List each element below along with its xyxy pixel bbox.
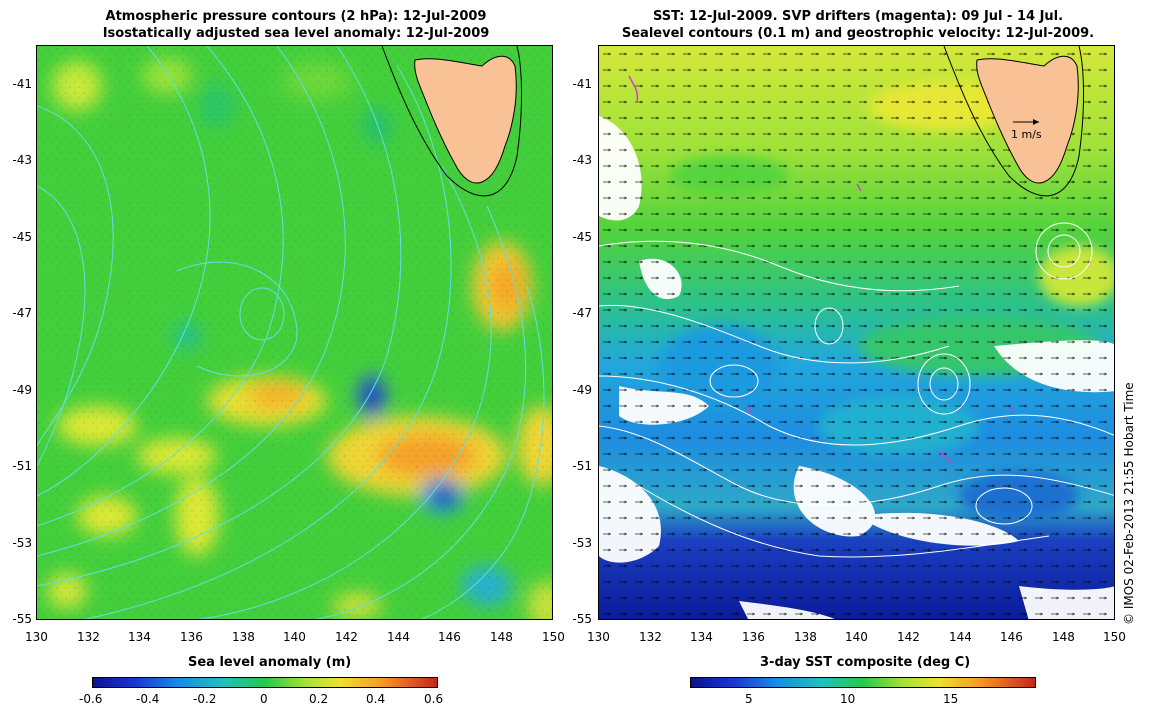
- colorbar-tick: 0.6: [424, 692, 444, 706]
- colorbar-tick: 15: [943, 692, 959, 706]
- colorbar-tick: 0.4: [366, 692, 386, 706]
- left-colorbar-title: Sea level anomaly (m): [188, 655, 352, 670]
- x-tick: 136: [742, 630, 765, 644]
- x-tick: 140: [845, 630, 868, 644]
- x-tick: 132: [77, 630, 100, 644]
- x-tick: 142: [335, 630, 358, 644]
- y-tick: -43: [12, 153, 32, 167]
- x-tick: 144: [949, 630, 972, 644]
- velocity-scale-label: 1 m/s: [1011, 128, 1042, 141]
- y-tick: -45: [12, 230, 32, 244]
- x-tick: 140: [283, 630, 306, 644]
- y-tick: -55: [12, 612, 32, 626]
- x-tick: 146: [1000, 630, 1023, 644]
- imos-credit: © IMOS 02-Feb-2013 21:55 Hobart Time: [1122, 382, 1136, 625]
- x-tick: 146: [438, 630, 461, 644]
- y-tick: -41: [12, 77, 32, 91]
- x-tick: 142: [897, 630, 920, 644]
- x-tick: 134: [690, 630, 713, 644]
- x-tick: 134: [128, 630, 151, 644]
- right-colorbar: [690, 677, 1036, 688]
- tasmania-landmass: [414, 55, 517, 184]
- y-tick: -47: [12, 306, 32, 320]
- velocity-scale: 1 m/s: [1011, 119, 1042, 141]
- right-title-line2: Sealevel contours (0.1 m) and geostrophi…: [621, 26, 1095, 41]
- x-tick: 132: [639, 630, 662, 644]
- y-tick: -51: [12, 459, 32, 473]
- right-map-panel: 1 m/s: [598, 45, 1115, 620]
- colorbar-tick: 10: [840, 692, 856, 706]
- left-title-line2: Isostatically adjusted sea level anomaly…: [102, 26, 490, 41]
- x-tick: 136: [180, 630, 203, 644]
- sea-level-anomaly-map: [37, 46, 552, 619]
- y-tick: -53: [12, 536, 32, 550]
- colorbar-tick: 5: [745, 692, 753, 706]
- y-tick: -41: [572, 77, 592, 91]
- sst-map: 1 m/s: [599, 46, 1114, 619]
- colorbar-tick: -0.6: [79, 692, 103, 706]
- svp-drifter-tracks: [628, 75, 1015, 465]
- x-tick: 150: [1103, 630, 1126, 644]
- y-tick: -43: [572, 153, 592, 167]
- y-tick: -53: [572, 536, 592, 550]
- y-tick: -51: [572, 459, 592, 473]
- colorbar-tick: -0.4: [136, 692, 160, 706]
- x-tick: 138: [794, 630, 817, 644]
- y-tick: -55: [572, 612, 592, 626]
- right-title-line1: SST: 12-Jul-2009. SVP drifters (magenta)…: [652, 9, 1064, 24]
- left-colorbar: [92, 677, 438, 688]
- x-tick: 148: [1052, 630, 1075, 644]
- x-tick: 130: [587, 630, 610, 644]
- colorbar-tick: 0.2: [309, 692, 329, 706]
- pressure-contours: [37, 46, 545, 619]
- y-tick: -49: [12, 383, 32, 397]
- colorbar-tick: 0: [260, 692, 268, 706]
- x-tick: 150: [542, 630, 565, 644]
- y-tick: -47: [572, 306, 592, 320]
- x-tick: 144: [387, 630, 410, 644]
- y-tick: -45: [572, 230, 592, 244]
- y-tick: -49: [572, 383, 592, 397]
- colorbar-tick: -0.2: [193, 692, 217, 706]
- right-colorbar-title: 3-day SST composite (deg C): [760, 655, 971, 670]
- x-tick: 130: [25, 630, 48, 644]
- x-tick: 148: [490, 630, 513, 644]
- x-tick: 138: [232, 630, 255, 644]
- left-map-panel: [36, 45, 553, 620]
- sealevel-contours: [599, 222, 1114, 558]
- tasmania-landmass: [976, 55, 1079, 184]
- left-title-line1: Atmospheric pressure contours (2 hPa): 1…: [105, 9, 487, 24]
